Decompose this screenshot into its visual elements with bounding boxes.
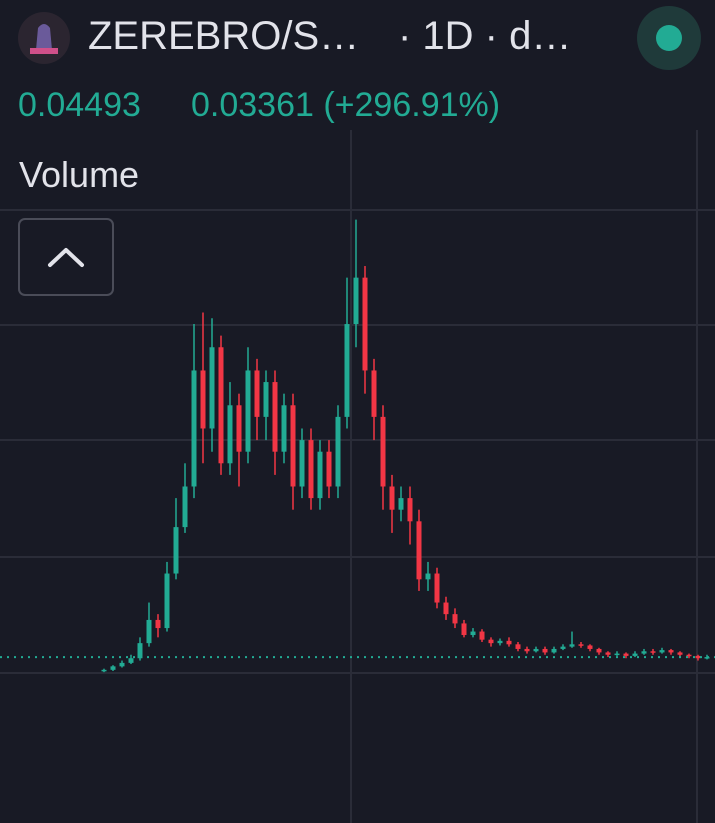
candle-body [326,451,332,487]
candle-body [317,451,323,499]
candle-body [110,666,116,670]
candle-body [632,653,638,656]
grid [0,130,715,823]
candle-body [398,498,404,510]
candle-body [470,631,476,636]
candle-body [515,644,521,649]
candle-body [506,640,512,645]
candle-body [551,648,557,653]
candle-body [587,645,593,649]
candle-body [200,370,206,429]
symbol-icon-art [36,24,52,50]
candle-body [542,648,548,653]
candle-body [488,639,494,644]
candle-body [299,440,305,487]
candle-body [182,486,188,528]
candle-body [236,405,242,452]
candle-body [263,382,269,417]
candle-body [101,669,107,672]
candle-body [128,658,134,663]
price: 0.04493 [18,86,141,124]
candle-body [560,646,566,649]
candle-body [623,653,629,656]
candle-body [614,653,620,656]
candle-body [191,370,197,487]
candle-body [443,602,449,615]
candle-body [371,370,377,417]
candle-body [155,619,161,629]
candle-body [245,370,251,452]
candle-body [650,651,656,653]
candle-body [479,631,485,640]
candle-body [308,440,314,499]
candle-body [452,614,458,624]
candle-body [533,648,539,652]
candle-body [353,277,359,325]
candle-body [335,416,341,487]
candle-body [569,644,575,647]
interval[interactable]: · 1D · d… [398,14,572,58]
collapse-button[interactable] [18,218,114,296]
candle-body [524,648,530,652]
candle-body [146,619,152,644]
symbol-name[interactable]: ZEREBRO/S… [88,14,360,58]
price-change: 0.03361 (+296.91%) [191,86,501,124]
candle-body [434,573,440,603]
candle-body [281,405,287,452]
candle-body [380,416,386,487]
candle-body [389,486,395,510]
candle-body [227,405,233,464]
candle-body [677,652,683,655]
candle-body [641,651,647,654]
candle-body [218,347,224,464]
candle-body [407,498,413,522]
candle-body [173,527,179,574]
candle-body [686,654,692,657]
candle-body [461,623,467,636]
candle-body [119,662,125,667]
candle-body [695,655,701,659]
candle-body [209,347,215,429]
status-dot [656,25,682,51]
candle-body [497,640,503,644]
candle-body [578,644,584,646]
candle-body [362,277,368,371]
symbol-icon-art [30,48,58,54]
candles [0,219,715,673]
candle-body [596,648,602,653]
candle-body [425,573,431,580]
candle-body [164,573,170,629]
candle-body [344,324,350,417]
candle-body [668,650,674,653]
candle-body [290,405,296,487]
candle-body [137,643,143,659]
candle-body [605,652,611,655]
indicator-label[interactable]: Volume [19,154,140,195]
candle-body [272,382,278,452]
candle-body [659,650,665,653]
candle-body [416,521,422,580]
candle-body [254,370,260,417]
chevron-up-icon [48,248,84,267]
